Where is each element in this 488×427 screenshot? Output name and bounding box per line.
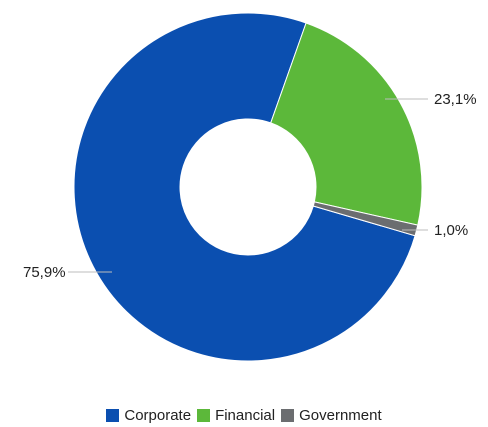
slice-corporate <box>73 12 416 362</box>
legend-item-government: Government <box>281 407 382 424</box>
data-label-corporate: 75,9% <box>23 264 66 281</box>
data-label-financial: 23,1% <box>434 91 477 108</box>
legend-swatch-financial <box>197 409 211 422</box>
legend-item-financial: Financial <box>197 407 275 424</box>
donut-slices <box>73 12 423 362</box>
leader-lines <box>68 98 428 273</box>
legend-label-government: Government <box>299 407 382 424</box>
legend-swatch-government <box>281 409 295 422</box>
legend: Corporate Financial Government <box>0 407 488 424</box>
legend-label-financial: Financial <box>215 407 276 424</box>
legend-item-corporate: Corporate <box>106 407 191 424</box>
data-label-government: 1,0% <box>434 222 468 239</box>
legend-swatch-corporate <box>106 409 120 422</box>
data-labels: 75,9% 23,1% 1,0% <box>23 91 477 281</box>
slice-government <box>312 201 419 237</box>
legend-label-corporate: Corporate <box>124 407 192 424</box>
slice-financial <box>270 22 423 226</box>
